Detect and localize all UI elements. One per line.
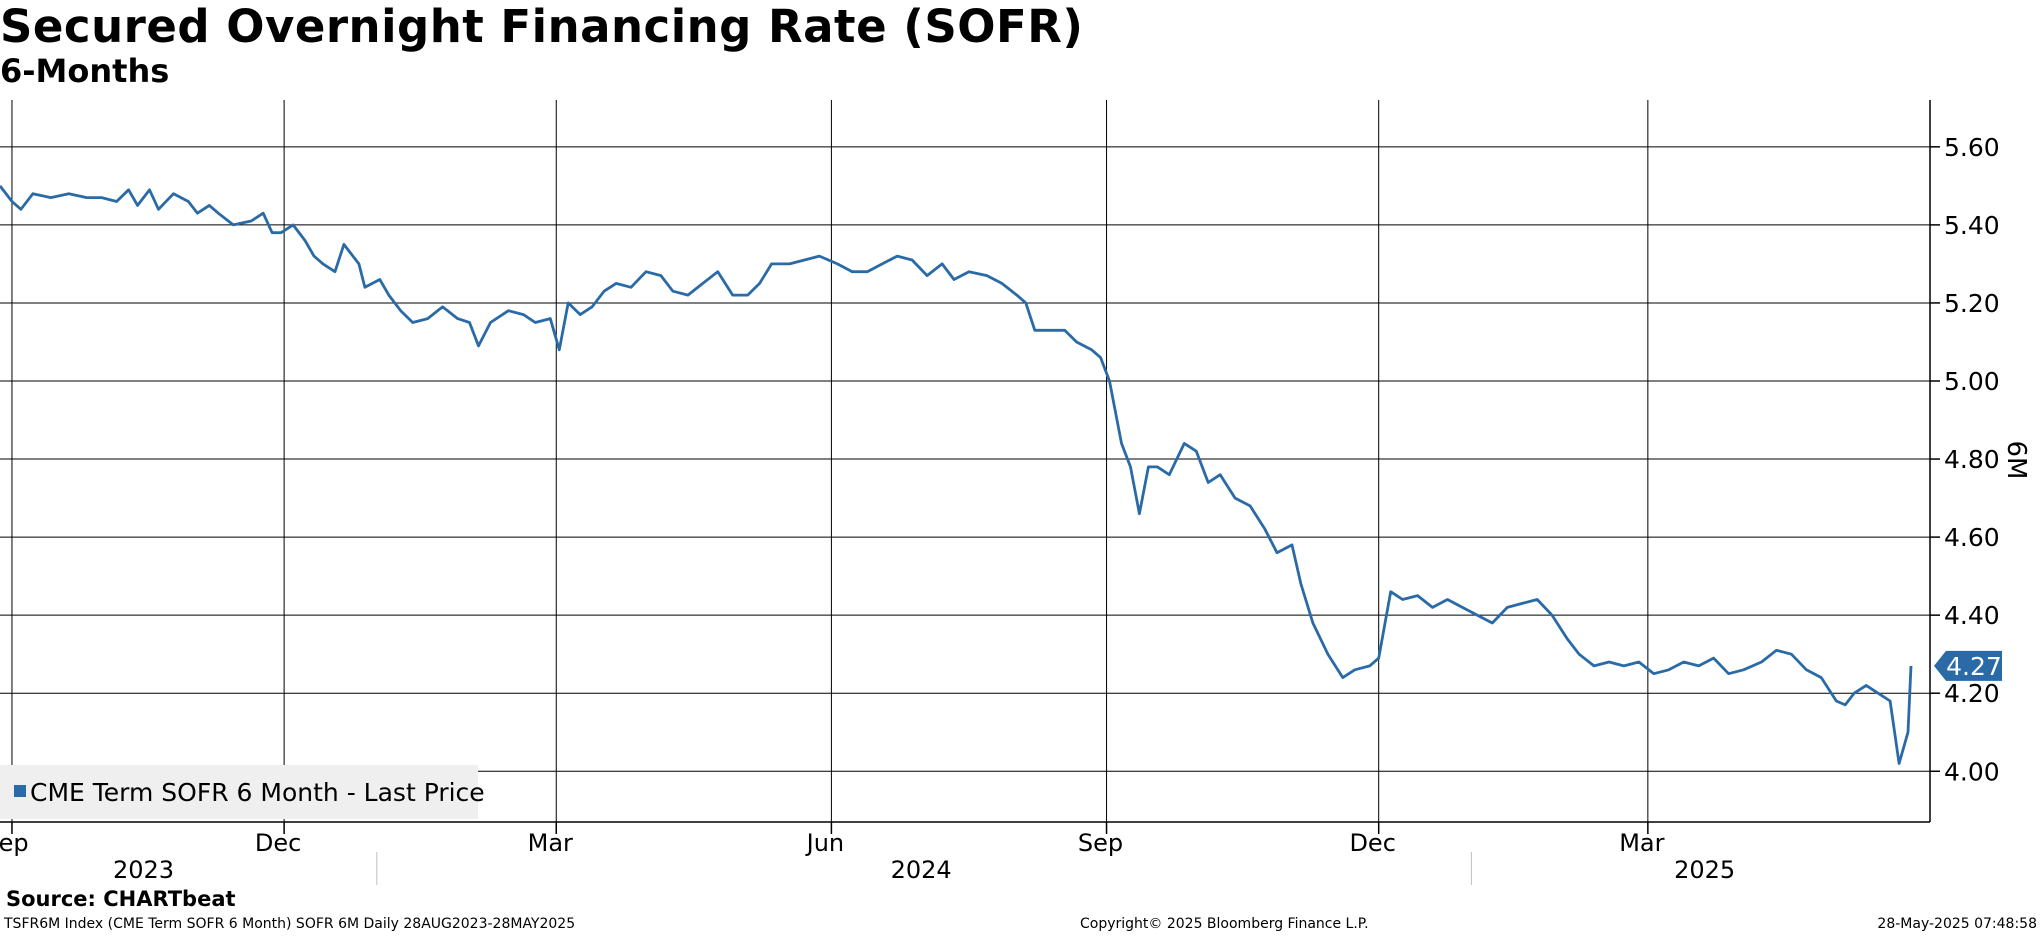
legend-box <box>0 765 478 819</box>
y-tick-label: 5.40 <box>1944 211 2000 240</box>
x-tick-label: Mar <box>1619 829 1664 857</box>
y-tick-label: 4.80 <box>1944 445 2000 474</box>
footer-copyright: Copyright© 2025 Bloomberg Finance L.P. <box>1080 916 1369 932</box>
legend-swatch <box>14 785 26 797</box>
x-tick-label: Mar <box>528 829 573 857</box>
footer-index-info: TSFR6M Index (CME Term SOFR 6 Month) SOF… <box>4 916 576 932</box>
y-axis-title: 6M <box>2001 441 2031 480</box>
chart-title: Secured Overnight Financing Rate (SOFR) <box>0 0 1084 53</box>
y-tick-label: 5.00 <box>1944 367 2000 396</box>
last-value-marker <box>1934 650 2002 681</box>
year-label: 2023 <box>113 856 174 884</box>
year-label: 2024 <box>891 856 952 884</box>
y-tick-label: 5.60 <box>1944 133 2000 162</box>
chart-subtitle: 6-Months <box>0 52 170 90</box>
y-tick-label: 4.60 <box>1944 523 2000 552</box>
y-tick-label: 4.00 <box>1944 757 2000 786</box>
y-tick-label: 5.20 <box>1944 289 2000 318</box>
legend-label: CME Term SOFR 6 Month - Last Price <box>30 778 485 807</box>
x-tick-label: Dec <box>255 829 301 857</box>
x-tick-label: Jun <box>805 829 845 857</box>
x-tick-label: Dec <box>1349 829 1395 857</box>
year-label: 2025 <box>1674 856 1735 884</box>
source-label: Source: CHARTbeat <box>6 887 236 911</box>
y-tick-label: 4.20 <box>1944 679 2000 708</box>
y-tick-label: 4.40 <box>1944 601 2000 630</box>
series-line <box>0 185 1913 765</box>
x-tick-label: Sep <box>1078 829 1123 857</box>
footer-timestamp: 28-May-2025 07:48:58 <box>1877 916 2037 932</box>
x-tick-label: Sep <box>0 829 29 857</box>
last-value-label: 4.27 <box>1946 652 2002 681</box>
